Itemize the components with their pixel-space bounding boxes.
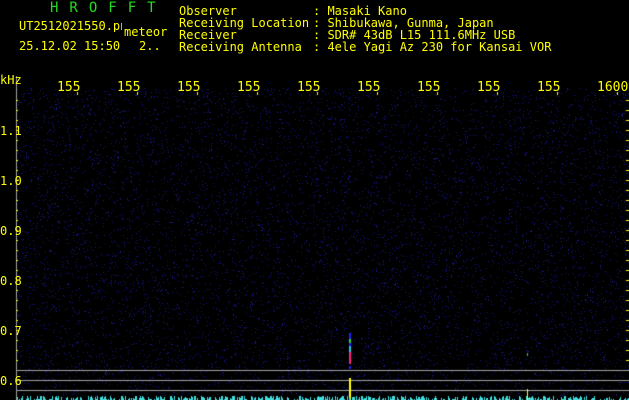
location-label: Receiving Location [179,16,310,30]
x-tick-label: 1556 [357,80,381,95]
observer-value: : Masaki Kano [313,4,407,18]
antenna-label: Receiving Antenna [179,40,302,54]
observer-label: Observer [179,4,237,18]
extra-label: 2.. [139,39,161,53]
y-tick-label: 0.6 [0,374,22,388]
location-value: : Shibukawa, Gunma, Japan [313,16,494,30]
x-tick-label: 1600 [597,80,629,95]
y-tick-label: 1.1 [0,124,22,138]
x-tick-label: 1554 [237,80,261,95]
y-tick-label: 1.0 [0,174,22,188]
datetime: 25.12.02 15:50 [19,39,121,53]
y-tick-label: 0.8 [0,274,22,288]
mode-label: meteor [124,25,168,39]
x-tick-label: 1555 [297,80,321,95]
spectrogram [0,76,629,400]
x-tick-label: 1553 [177,80,201,95]
receiver-label: Receiver [179,28,237,42]
filename: UT2512021550.png [19,20,122,32]
x-tick-label: 1557 [417,80,441,95]
x-tick-label: 1559 [537,80,561,95]
y-tick-label: 0.9 [0,224,22,238]
x-tick-label: 1558 [477,80,501,95]
x-tick-label: 1552 [117,80,141,95]
y-unit-label: kHz [0,73,22,87]
app-title: HROFFT [50,0,167,16]
antenna-value: : 4ele Yagi Az 230 for Kansai VOR [313,40,552,54]
y-tick-label: 0.7 [0,324,22,338]
receiver-value: : SDR# 43dB L15 111.6MHz USB [313,28,516,42]
